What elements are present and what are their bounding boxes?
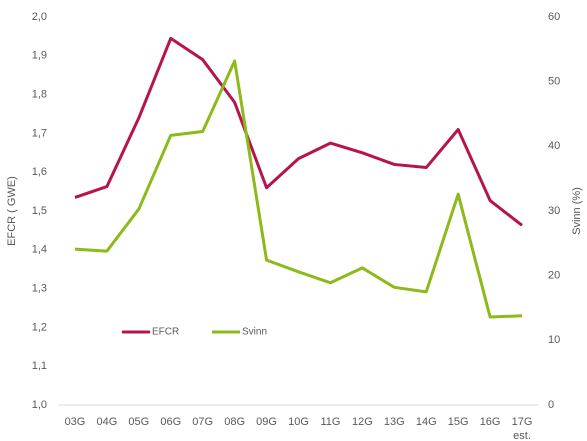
y-tick-label: 1,5 (32, 205, 47, 217)
y2-axis-label: Svinn (%) (571, 187, 583, 235)
x-tick-label: 05G (128, 416, 149, 428)
x-tick-label: 14G (416, 416, 437, 428)
y-axis-label: EFCR ( GWE) (6, 176, 18, 246)
y-tick-label: 1,4 (32, 244, 47, 256)
y-tick-label: 1,1 (32, 360, 47, 372)
x-tick-label: 03G (65, 416, 86, 428)
y-tick-label: 1,6 (32, 166, 47, 178)
legend-label: EFCR (152, 327, 179, 338)
y2-tick-label: 60 (548, 11, 560, 23)
series-line (74, 36, 523, 227)
y-tick-label: 1,9 (32, 50, 47, 62)
y2-tick-label: 40 (548, 140, 560, 152)
x-tick-label: 07G (192, 416, 213, 428)
x-note: est. (513, 430, 531, 441)
y2-tick-label: 50 (548, 76, 560, 88)
x-tick-label: 11G (320, 416, 340, 428)
y2-tick-label: 10 (548, 334, 560, 346)
y-tick-label: 1,3 (32, 283, 47, 295)
x-tick-label: 08G (224, 416, 245, 428)
x-tick-label: 17G (512, 416, 533, 428)
x-tick-label: 15G (448, 416, 469, 428)
x-tick-label: 12G (352, 416, 373, 428)
y-tick-label: 1,7 (32, 127, 47, 139)
x-tick-label: 04G (97, 416, 118, 428)
legend-label: Svinn (242, 327, 267, 338)
series-line (74, 59, 523, 319)
y2-tick-label: 0 (548, 399, 554, 411)
y2-tick-label: 30 (548, 205, 560, 217)
y-tick-label: 1,2 (32, 321, 47, 333)
y-tick-label: 1,0 (32, 399, 47, 411)
y2-tick-label: 20 (548, 270, 560, 282)
y-tick-label: 1,8 (32, 89, 47, 101)
x-tick-label: 10G (288, 416, 309, 428)
x-tick-label: 09G (256, 416, 277, 428)
x-tick-label: 13G (384, 416, 405, 428)
y-tick-label: 2,0 (32, 11, 47, 23)
x-tick-label: 16G (480, 416, 501, 428)
x-tick-label: 06G (160, 416, 181, 428)
